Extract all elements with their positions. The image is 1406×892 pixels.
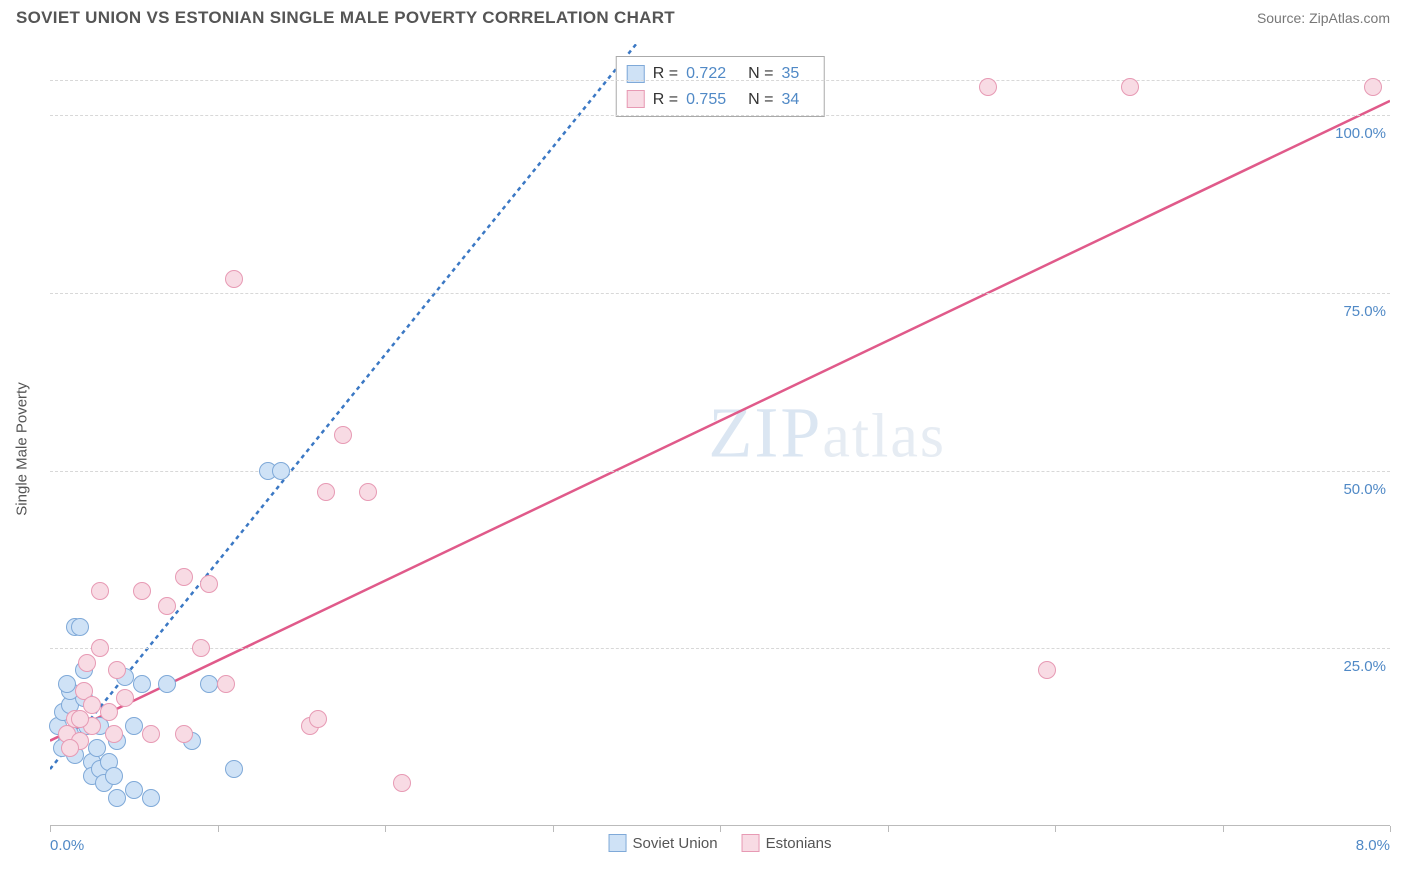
x-tick bbox=[1223, 826, 1224, 832]
data-point bbox=[71, 618, 89, 636]
regression-line bbox=[50, 44, 636, 769]
data-point bbox=[225, 760, 243, 778]
data-point bbox=[78, 654, 96, 672]
chart-container: Single Male Poverty ZIPatlas R =0.722N =… bbox=[50, 44, 1390, 854]
x-tick bbox=[50, 826, 51, 832]
data-point bbox=[142, 725, 160, 743]
watermark: ZIPatlas bbox=[708, 391, 946, 474]
data-point bbox=[334, 426, 352, 444]
legend-n-value: 34 bbox=[781, 87, 799, 113]
legend-r-value: 0.722 bbox=[686, 61, 726, 87]
data-point bbox=[175, 568, 193, 586]
data-point bbox=[61, 739, 79, 757]
data-point bbox=[125, 781, 143, 799]
x-tick-label: 0.0% bbox=[50, 837, 84, 854]
legend-item: Estonians bbox=[742, 834, 832, 852]
gridline bbox=[50, 471, 1390, 472]
y-axis-label: Single Male Poverty bbox=[14, 382, 31, 515]
data-point bbox=[158, 597, 176, 615]
watermark-atlas: atlas bbox=[822, 402, 946, 470]
legend-series: Soviet Union Estonians bbox=[609, 834, 832, 852]
y-tick-label: 75.0% bbox=[1343, 303, 1386, 320]
legend-stats: R = 0.722 N = 35 R = 0.755 N = 34 bbox=[616, 56, 825, 117]
data-point bbox=[1364, 78, 1382, 96]
legend-swatch bbox=[627, 90, 645, 108]
data-point bbox=[142, 789, 160, 807]
header-row: SOVIET UNION VS ESTONIAN SINGLE MALE POV… bbox=[0, 0, 1406, 28]
data-point bbox=[100, 703, 118, 721]
legend-stat-row: R = 0.722 N = 35 bbox=[627, 61, 814, 87]
legend-n-prefix: N = bbox=[748, 87, 773, 113]
gridline bbox=[50, 115, 1390, 116]
data-point bbox=[1038, 661, 1056, 679]
x-tick bbox=[720, 826, 721, 832]
data-point bbox=[108, 789, 126, 807]
data-point bbox=[105, 767, 123, 785]
data-point bbox=[105, 725, 123, 743]
y-tick-label: 25.0% bbox=[1343, 658, 1386, 675]
y-tick-label: 50.0% bbox=[1343, 481, 1386, 498]
legend-r-value: 0.755 bbox=[686, 87, 726, 113]
legend-swatch bbox=[742, 834, 760, 852]
legend-r-prefix: R = bbox=[653, 61, 678, 87]
data-point bbox=[108, 661, 126, 679]
chart-title: SOVIET UNION VS ESTONIAN SINGLE MALE POV… bbox=[16, 8, 675, 28]
data-point bbox=[200, 675, 218, 693]
source-label: Source: ZipAtlas.com bbox=[1257, 10, 1390, 26]
data-point bbox=[393, 774, 411, 792]
x-tick-label: 8.0% bbox=[1356, 837, 1390, 854]
x-tick bbox=[888, 826, 889, 832]
data-point bbox=[1121, 78, 1139, 96]
regression-lines bbox=[50, 44, 1390, 854]
data-point bbox=[359, 483, 377, 501]
data-point bbox=[309, 710, 327, 728]
data-point bbox=[125, 717, 143, 735]
data-point bbox=[192, 639, 210, 657]
x-tick bbox=[218, 826, 219, 832]
data-point bbox=[58, 675, 76, 693]
legend-item-label: Soviet Union bbox=[633, 835, 718, 852]
data-point bbox=[217, 675, 235, 693]
legend-item-label: Estonians bbox=[766, 835, 832, 852]
watermark-zip: ZIP bbox=[708, 392, 822, 472]
legend-n-prefix: N = bbox=[748, 61, 773, 87]
legend-n-value: 35 bbox=[781, 61, 799, 87]
legend-swatch bbox=[609, 834, 627, 852]
regression-line bbox=[50, 101, 1390, 741]
data-point bbox=[133, 582, 151, 600]
legend-item: Soviet Union bbox=[609, 834, 718, 852]
data-point bbox=[175, 725, 193, 743]
data-point bbox=[91, 639, 109, 657]
x-tick bbox=[1055, 826, 1056, 832]
data-point bbox=[979, 78, 997, 96]
data-point bbox=[71, 710, 89, 728]
data-point bbox=[200, 575, 218, 593]
data-point bbox=[225, 270, 243, 288]
data-point bbox=[133, 675, 151, 693]
gridline bbox=[50, 80, 1390, 81]
x-tick bbox=[1390, 826, 1391, 832]
data-point bbox=[272, 462, 290, 480]
x-tick bbox=[385, 826, 386, 832]
data-point bbox=[116, 689, 134, 707]
plot-area: ZIPatlas R = 0.722 N = 35 R = 0.755 N = 34 Sovi… bbox=[50, 44, 1390, 854]
y-tick-label: 100.0% bbox=[1335, 125, 1386, 142]
data-point bbox=[91, 582, 109, 600]
gridline bbox=[50, 648, 1390, 649]
data-point bbox=[158, 675, 176, 693]
gridline bbox=[50, 293, 1390, 294]
x-tick bbox=[553, 826, 554, 832]
legend-stat-row: R = 0.755 N = 34 bbox=[627, 87, 814, 113]
legend-r-prefix: R = bbox=[653, 87, 678, 113]
data-point bbox=[317, 483, 335, 501]
